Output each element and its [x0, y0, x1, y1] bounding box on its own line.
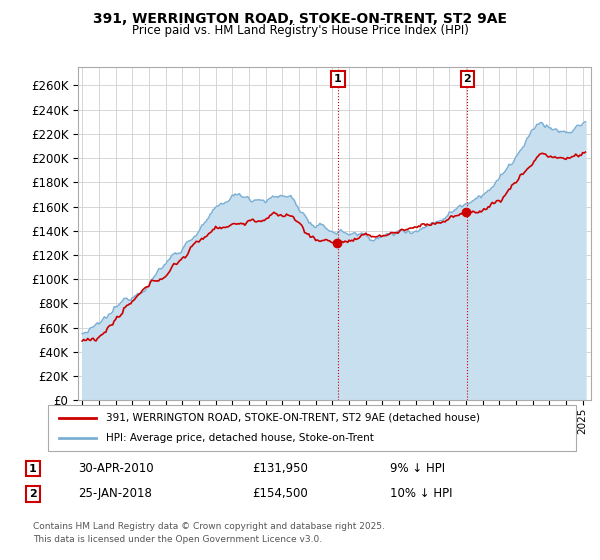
FancyBboxPatch shape	[48, 405, 576, 451]
Text: 1: 1	[29, 464, 37, 474]
Text: 9% ↓ HPI: 9% ↓ HPI	[390, 462, 445, 475]
Text: Price paid vs. HM Land Registry's House Price Index (HPI): Price paid vs. HM Land Registry's House …	[131, 24, 469, 37]
Text: 1: 1	[334, 74, 342, 84]
Text: 10% ↓ HPI: 10% ↓ HPI	[390, 487, 452, 501]
Text: £131,950: £131,950	[252, 462, 308, 475]
Text: £154,500: £154,500	[252, 487, 308, 501]
Text: HPI: Average price, detached house, Stoke-on-Trent: HPI: Average price, detached house, Stok…	[106, 433, 374, 443]
Text: 2: 2	[29, 489, 37, 499]
Text: Contains HM Land Registry data © Crown copyright and database right 2025.
This d: Contains HM Land Registry data © Crown c…	[33, 522, 385, 544]
Text: 30-APR-2010: 30-APR-2010	[78, 462, 154, 475]
Text: 391, WERRINGTON ROAD, STOKE-ON-TRENT, ST2 9AE (detached house): 391, WERRINGTON ROAD, STOKE-ON-TRENT, ST…	[106, 413, 480, 423]
Text: 2: 2	[463, 74, 471, 84]
Text: 25-JAN-2018: 25-JAN-2018	[78, 487, 152, 501]
Text: 391, WERRINGTON ROAD, STOKE-ON-TRENT, ST2 9AE: 391, WERRINGTON ROAD, STOKE-ON-TRENT, ST…	[93, 12, 507, 26]
